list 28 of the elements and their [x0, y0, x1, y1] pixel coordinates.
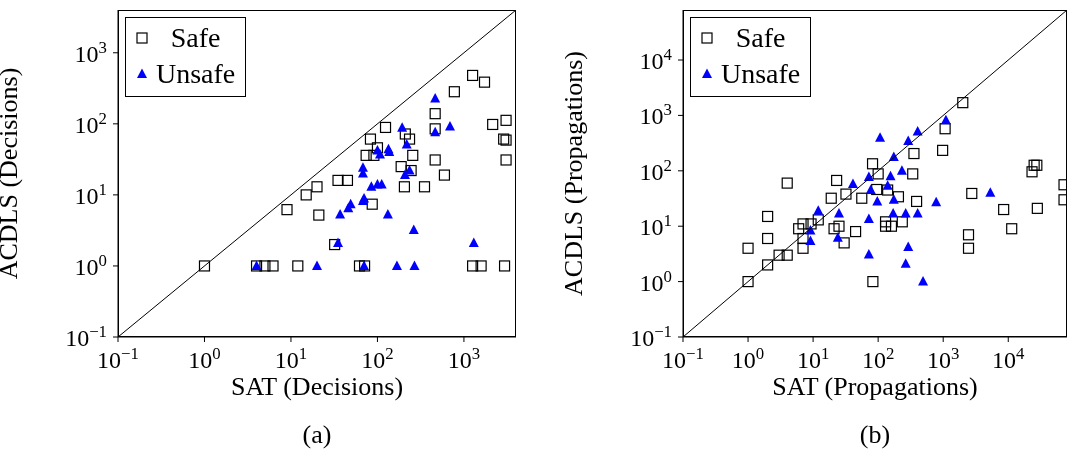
- x-axis-title: SAT (Decisions): [230, 372, 404, 401]
- x-axis-title: SAT (Propagations): [772, 372, 978, 401]
- y-tick-label: 10$^{0}$: [74, 250, 107, 280]
- x-tick-label: 10$^{1}$: [796, 343, 830, 373]
- x-tick-label: 10$^{3}$: [927, 343, 960, 373]
- x-tick-label: 10$^{4}$: [992, 343, 1026, 373]
- legend-label: Safe: [734, 21, 787, 55]
- y-axis-title: ACDLS (Propagations): [559, 51, 589, 296]
- y-tick-label: 10$^{0}$: [639, 266, 672, 296]
- y-tick-label: 10$^{1}$: [74, 179, 107, 209]
- y-axis-title: ACDLS (Decisions): [0, 67, 24, 280]
- x-tick-label: 10$^{0}$: [731, 343, 765, 373]
- y-tick-label: 10$^{2}$: [74, 108, 107, 138]
- y-tick-label: 10$^{3}$: [74, 37, 107, 67]
- legend-label: Unsafe: [156, 57, 236, 91]
- text: (b): [858, 420, 892, 450]
- x-tick-label: 10$^{0}$: [188, 343, 221, 373]
- x-tick-label: 10$^{3}$: [447, 343, 481, 373]
- text: (a): [301, 420, 333, 450]
- x-tick-label: 10$^{2}$: [861, 343, 895, 373]
- x-tick-label: 10$^{1}$: [274, 343, 308, 373]
- legend-label: Safe: [169, 21, 222, 55]
- y-tick-label: 10$^{4}$: [639, 44, 673, 75]
- y-tick-label: 10$^{3}$: [639, 99, 672, 130]
- y-tick-label: 10$^{1}$: [639, 210, 672, 241]
- legend-label: Unsafe: [721, 57, 801, 91]
- x-tick-label: 10$^{2}$: [361, 343, 394, 373]
- y-tick-label: 10$^{2}$: [639, 155, 672, 185]
